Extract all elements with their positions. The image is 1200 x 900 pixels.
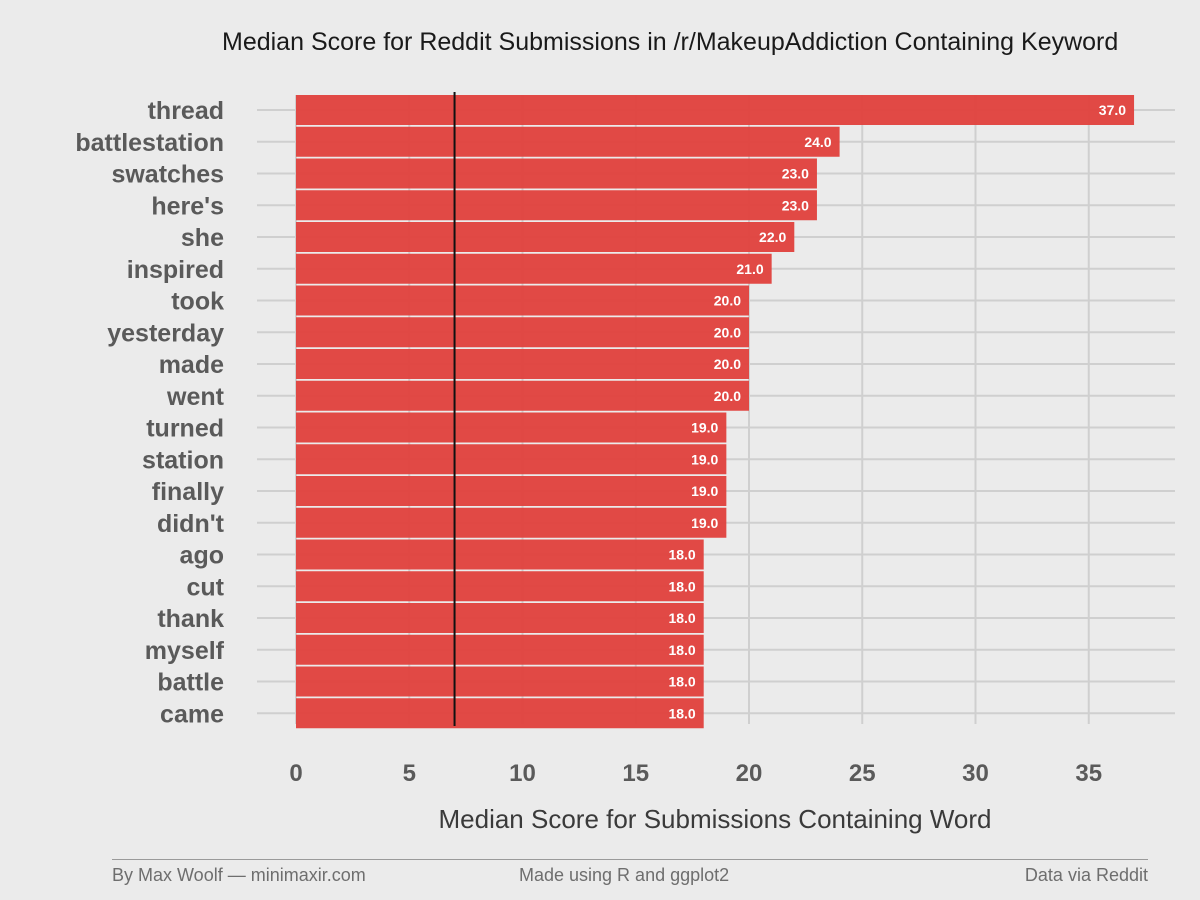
bar-value-label: 20.0 bbox=[714, 324, 741, 340]
footer-credit: By Max Woolf — minimaxir.com bbox=[112, 865, 366, 885]
bar-value-label: 37.0 bbox=[1099, 102, 1126, 118]
bar-value-label: 18.0 bbox=[668, 578, 695, 594]
footer-divider bbox=[112, 859, 1148, 860]
bars-layer: 37.0 24.0 23.0 23.0 22.0 21.0 20.0 20.0 20.0 20.0… bbox=[296, 95, 1135, 729]
bar bbox=[296, 285, 749, 316]
y-tick-label: battlestation bbox=[75, 129, 224, 157]
bar bbox=[296, 476, 727, 506]
bar bbox=[296, 126, 840, 157]
x-tick-label: 25 bbox=[849, 760, 876, 787]
bar bbox=[296, 507, 727, 538]
x-axis-labels: 0 5 10 15 20 25 30 35 bbox=[289, 760, 1102, 787]
bar bbox=[296, 317, 749, 348]
x-tick-label: 30 bbox=[962, 760, 989, 787]
y-tick-label: battle bbox=[157, 669, 224, 697]
bar bbox=[296, 539, 704, 570]
bar-value-label: 20.0 bbox=[714, 388, 741, 404]
bar-value-label: 23.0 bbox=[782, 166, 809, 182]
y-tick-label: station bbox=[142, 446, 224, 474]
y-tick-label: thank bbox=[157, 605, 224, 633]
bar-value-label: 19.0 bbox=[691, 420, 718, 436]
bar-value-label: 18.0 bbox=[668, 674, 695, 690]
bar-value-label: 18.0 bbox=[668, 642, 695, 658]
bar-value-label: 18.0 bbox=[668, 705, 695, 721]
y-tick-label: here's bbox=[151, 192, 224, 220]
y-tick-label: cut bbox=[187, 573, 225, 601]
bar bbox=[296, 349, 749, 379]
y-tick-label: finally bbox=[152, 478, 224, 506]
bar-value-label: 24.0 bbox=[804, 134, 831, 150]
bar-value-label: 19.0 bbox=[691, 483, 718, 499]
bar-value-label: 18.0 bbox=[668, 547, 695, 563]
y-tick-label: inspired bbox=[127, 256, 224, 284]
bar-value-label: 22.0 bbox=[759, 229, 786, 245]
x-tick-label: 5 bbox=[403, 760, 416, 787]
bar bbox=[296, 190, 817, 221]
y-tick-label: turned bbox=[146, 415, 224, 443]
y-tick-label: yesterday bbox=[107, 319, 224, 347]
bar-value-label: 21.0 bbox=[736, 261, 763, 277]
x-tick-label: 10 bbox=[509, 760, 536, 787]
y-tick-label: came bbox=[160, 700, 224, 728]
footer-source: Data via Reddit bbox=[1024, 865, 1148, 885]
bar-value-label: 19.0 bbox=[691, 515, 718, 531]
bar-value-label: 19.0 bbox=[691, 451, 718, 467]
y-tick-label: made bbox=[159, 351, 224, 379]
bar bbox=[296, 380, 749, 411]
chart-title: Median Score for Reddit Submissions in /… bbox=[222, 28, 1119, 56]
y-tick-label: went bbox=[166, 383, 225, 411]
bar bbox=[296, 412, 727, 443]
bar-value-label: 20.0 bbox=[714, 293, 741, 309]
y-axis-labels: threadbattlestationswatcheshere'ssheinsp… bbox=[75, 97, 224, 728]
bar-value-label: 20.0 bbox=[714, 356, 741, 372]
y-tick-label: she bbox=[181, 224, 224, 252]
bar bbox=[296, 222, 795, 252]
y-tick-label: ago bbox=[180, 542, 224, 570]
bar-value-label: 18.0 bbox=[668, 610, 695, 626]
footer-tool-note: Made using R and ggplot2 bbox=[519, 865, 730, 885]
y-tick-label: didn't bbox=[157, 510, 225, 538]
y-tick-label: thread bbox=[148, 97, 224, 125]
bar-value-label: 23.0 bbox=[782, 197, 809, 213]
x-axis-title: Median Score for Submissions Containing … bbox=[438, 804, 992, 834]
bar bbox=[296, 603, 704, 633]
bar bbox=[296, 444, 727, 475]
y-tick-label: myself bbox=[145, 637, 225, 665]
x-tick-label: 35 bbox=[1075, 760, 1102, 787]
bar bbox=[296, 571, 704, 602]
bar bbox=[296, 158, 817, 189]
x-tick-label: 20 bbox=[736, 760, 763, 787]
bar bbox=[296, 666, 704, 697]
x-tick-label: 15 bbox=[622, 760, 649, 787]
bar bbox=[296, 634, 704, 665]
bar bbox=[296, 253, 772, 284]
x-tick-label: 0 bbox=[289, 760, 302, 787]
y-tick-label: swatches bbox=[111, 161, 224, 189]
y-tick-label: took bbox=[171, 288, 224, 316]
bar bbox=[296, 95, 1135, 125]
bar bbox=[296, 698, 704, 729]
